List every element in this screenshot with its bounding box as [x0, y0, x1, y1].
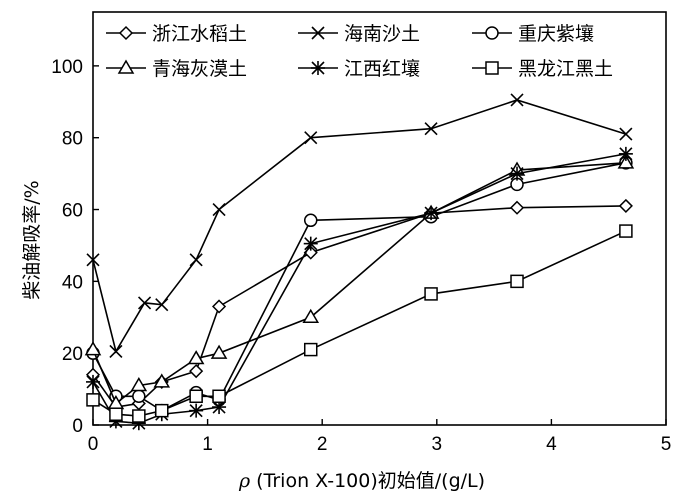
- x-axis-label: (Trion X-100)初始值/(g/L): [250, 470, 485, 492]
- legend-label: 海南沙土: [344, 23, 420, 45]
- series-line: [92, 230, 627, 417]
- data-point: [510, 274, 524, 289]
- x-axis-symbol: ρ: [238, 470, 251, 492]
- series-6: [86, 224, 633, 423]
- data-point: [424, 206, 439, 221]
- data-point: [618, 146, 633, 161]
- data-point: [510, 166, 525, 181]
- data-point: [485, 26, 499, 40]
- data-point: [84, 341, 102, 356]
- y-tick-label: 80: [62, 129, 83, 150]
- legend-item: 浙江水稻土: [106, 23, 247, 45]
- data-point: [138, 296, 152, 310]
- y-tick-label: 0: [72, 416, 83, 437]
- data-point: [303, 342, 318, 357]
- data-point: [212, 389, 226, 404]
- data-point: [424, 122, 438, 136]
- data-point: [618, 198, 633, 213]
- y-axis-title: 柴油解吸率/%: [21, 180, 43, 299]
- data-point: [130, 377, 148, 392]
- x-axis-title: ρ (Trion X-100)初始值/(g/L): [238, 470, 485, 492]
- data-point: [485, 61, 499, 75]
- series-2: [86, 93, 633, 358]
- data-point: [118, 25, 134, 41]
- legend-item: 黑龙江黑土: [472, 58, 613, 80]
- data-point: [311, 61, 325, 75]
- x-tick-label: 2: [317, 434, 328, 455]
- y-tick-label: 60: [62, 201, 83, 222]
- series-layer: [84, 93, 635, 431]
- data-point: [86, 393, 100, 407]
- data-point: [189, 403, 204, 418]
- data-point: [303, 213, 318, 228]
- data-point: [155, 403, 169, 418]
- data-point: [303, 236, 318, 251]
- y-tick-label: 20: [62, 344, 83, 365]
- series-line: [92, 99, 627, 354]
- legend-item: 青海灰漠土: [106, 58, 247, 80]
- data-point: [132, 389, 146, 404]
- data-point: [132, 409, 146, 423]
- data-point: [510, 93, 524, 107]
- legend-label: 浙江水稻土: [152, 23, 247, 45]
- series-line: [92, 205, 626, 408]
- legend-item: 重庆紫壤: [472, 23, 594, 45]
- data-point: [189, 253, 203, 267]
- legend-item: 海南沙土: [298, 23, 420, 45]
- data-point: [211, 299, 227, 314]
- series-line: [92, 153, 627, 425]
- data-point: [311, 26, 325, 40]
- legend-label: 江西红壤: [344, 58, 420, 80]
- data-point: [509, 200, 525, 215]
- ticks: 0 1 2 3 4 5 0 20 40 60 80 100: [51, 57, 671, 455]
- data-point: [86, 253, 100, 267]
- legend-label: 黑龙江黑土: [518, 58, 613, 80]
- data-point: [117, 59, 135, 74]
- data-point: [302, 308, 320, 324]
- series-line: [92, 162, 626, 405]
- data-point: [189, 364, 204, 379]
- series-5: [86, 146, 633, 431]
- x-tick-label: 0: [88, 434, 99, 455]
- data-point: [86, 374, 100, 389]
- y-tick-label: 100: [51, 57, 83, 78]
- data-point: [153, 373, 171, 388]
- data-point: [109, 344, 123, 358]
- legend-label: 重庆紫壤: [518, 23, 594, 45]
- plot-frame: [92, 11, 667, 426]
- x-tick-label: 4: [546, 434, 557, 455]
- x-tick-label: 5: [661, 434, 672, 455]
- series-4: [84, 154, 635, 410]
- axes: [92, 11, 667, 426]
- x-tick-label: 3: [432, 434, 443, 455]
- y-tick-label: 40: [62, 272, 83, 293]
- data-point: [212, 202, 226, 217]
- legend-item: 江西红壤: [298, 58, 420, 80]
- data-point: [617, 154, 635, 169]
- data-point: [619, 127, 633, 141]
- x-tick-label: 1: [202, 434, 213, 455]
- data-point: [155, 298, 169, 312]
- data-point: [210, 344, 228, 359]
- data-point: [189, 389, 203, 404]
- legend-label: 青海灰漠土: [152, 58, 247, 80]
- data-point: [304, 131, 318, 145]
- data-point: [424, 287, 438, 301]
- data-point: [109, 407, 123, 421]
- data-point: [187, 350, 205, 365]
- data-point: [619, 224, 633, 238]
